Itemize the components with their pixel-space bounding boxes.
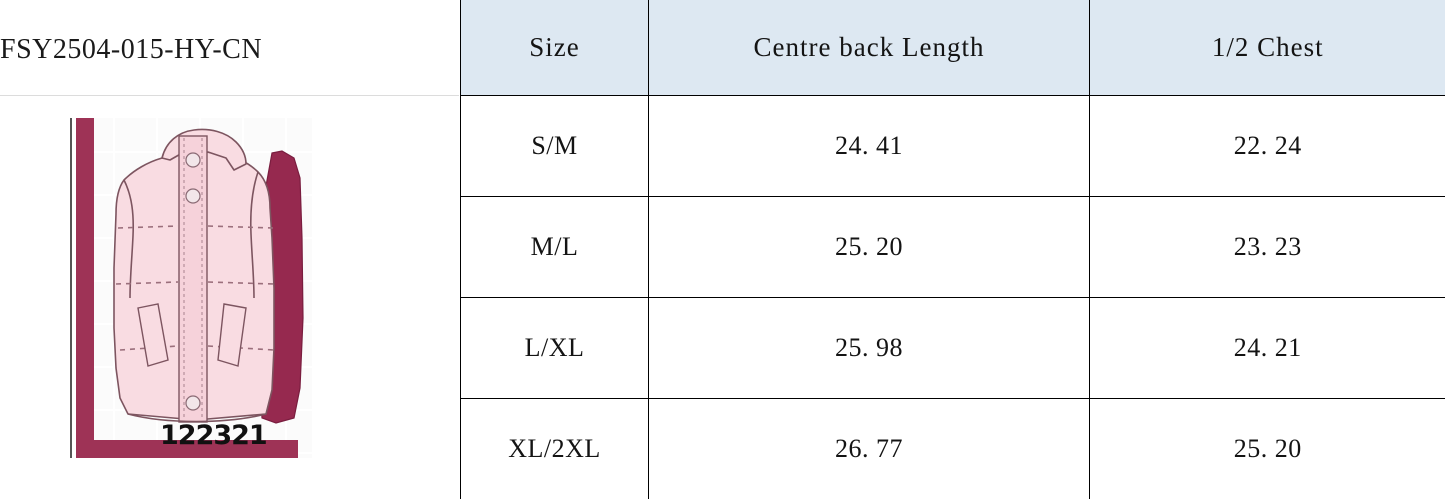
column-header-centre-back-length: Centre back Length [649,0,1090,96]
table-header: Size Centre back Length 1/2 Chest [461,0,1445,96]
frame-left-bar [76,118,94,458]
style-number-label: 122321 [160,420,267,451]
column-header-half-chest: 1/2 Chest [1090,0,1445,96]
table-row: M/L 25. 20 23. 23 [461,197,1445,298]
size-measurements-table: Size Centre back Length 1/2 Chest S/M 24… [460,0,1445,499]
product-panel: FSY2504-015-HY-CN [0,0,460,496]
cell-centre-back-length: 24. 41 [649,96,1090,197]
table-row: L/XL 25. 98 24. 21 [461,298,1445,399]
table-row: S/M 24. 41 22. 24 [461,96,1445,197]
panel-divider [0,95,459,96]
table-row: XL/2XL 26. 77 25. 20 [461,399,1445,499]
cell-half-chest: 23. 23 [1090,197,1445,298]
panel-vertical-rule [70,118,72,458]
cell-centre-back-length: 25. 98 [649,298,1090,399]
cell-half-chest: 22. 24 [1090,96,1445,197]
cell-size: L/XL [461,298,649,399]
table-header-row: Size Centre back Length 1/2 Chest [461,0,1445,96]
cell-size: XL/2XL [461,399,649,499]
cell-half-chest: 24. 21 [1090,298,1445,399]
cell-size: M/L [461,197,649,298]
vest-front-placket [179,136,207,422]
column-header-size: Size [461,0,649,96]
cell-centre-back-length: 25. 20 [649,197,1090,298]
cell-half-chest: 25. 20 [1090,399,1445,499]
table-body: S/M 24. 41 22. 24 M/L 25. 20 23. 23 L/XL… [461,96,1445,499]
style-code-label: FSY2504-015-HY-CN [0,30,262,70]
cell-centre-back-length: 26. 77 [649,399,1090,499]
puffer-vest-illustration [76,118,312,458]
cell-size: S/M [461,96,649,197]
